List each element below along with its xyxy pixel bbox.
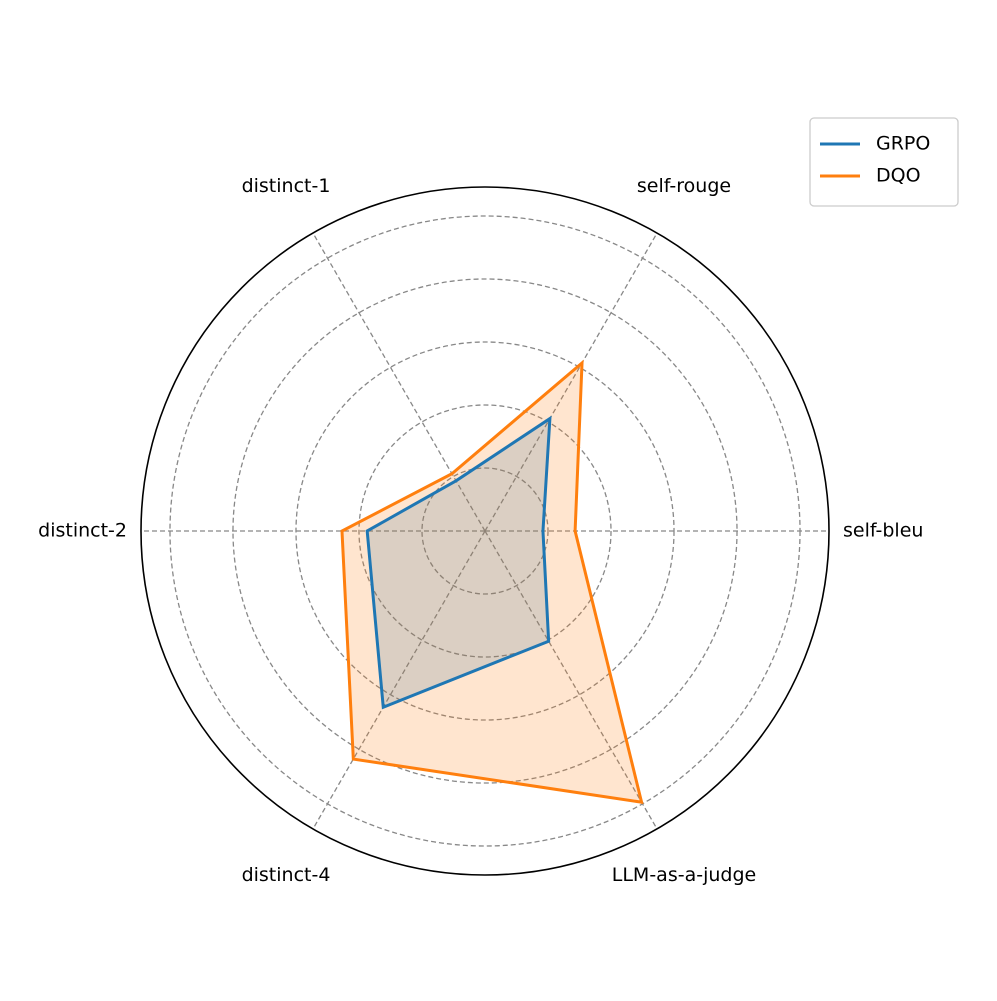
axis-label: self-rouge [637,175,731,197]
outer-frame [140,186,830,876]
axis-label: distinct-2 [38,520,127,542]
legend-label: DQO [876,165,921,187]
spoke [484,232,658,532]
grid-ring [358,404,612,658]
axis-label: LLM-as-a-judge [612,864,756,886]
grid-ring [295,341,675,721]
series-area [341,362,642,803]
series-line [365,415,552,710]
axis-label: distinct-1 [242,175,331,197]
axis-label: self-bleu [843,520,923,542]
spoke [312,530,486,830]
legend: GRPO DQO [809,117,959,207]
grid-ring [421,467,549,595]
legend-label: GRPO [876,133,930,155]
series-area [367,418,550,708]
legend-box [809,117,959,207]
axis-label: distinct-4 [242,864,331,886]
series-line [340,359,644,804]
spoke [484,530,658,830]
